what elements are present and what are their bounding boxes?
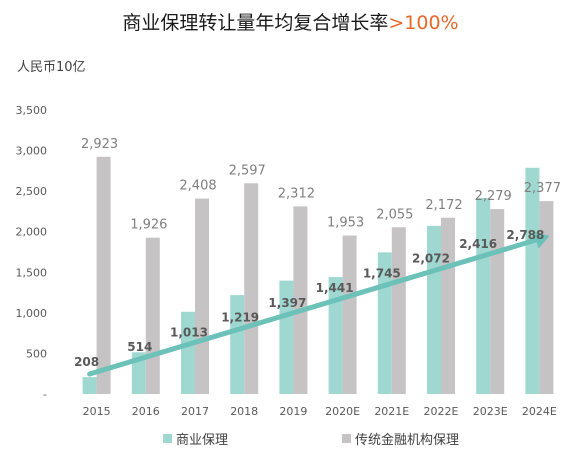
x-tick-label: 2016 bbox=[132, 405, 160, 418]
data-label-traditional: 2,377 bbox=[524, 181, 561, 196]
y-tick-label: 1,000 bbox=[16, 307, 48, 320]
bar-commercial-factoring bbox=[181, 311, 195, 394]
bar-traditional-factoring bbox=[293, 206, 308, 394]
y-tick-label: 2,000 bbox=[16, 226, 48, 239]
data-label-commercial: 1,013 bbox=[170, 325, 208, 339]
x-tick-label: 2022E bbox=[424, 405, 459, 418]
data-label-commercial: 1,745 bbox=[363, 266, 401, 280]
data-label-traditional: 2,597 bbox=[229, 163, 266, 178]
data-label-commercial: 514 bbox=[127, 340, 152, 354]
data-label-traditional: 1,953 bbox=[327, 216, 364, 231]
x-tick-label: 2017 bbox=[181, 405, 209, 418]
y-tick-label: 3,000 bbox=[16, 145, 48, 158]
data-label-commercial: 2,072 bbox=[412, 252, 450, 266]
data-label-traditional: 2,408 bbox=[179, 179, 216, 194]
data-label-traditional: 2,055 bbox=[376, 207, 413, 222]
x-tick-label: 2015 bbox=[83, 405, 111, 418]
bar-traditional-factoring bbox=[342, 235, 357, 394]
x-tick-label: 2019 bbox=[279, 405, 307, 418]
trend-arrow-line bbox=[87, 237, 539, 377]
bar-commercial-factoring bbox=[82, 377, 97, 394]
data-label-commercial: 1,397 bbox=[268, 296, 306, 310]
legend-label-commercial: 商业保理 bbox=[176, 433, 228, 448]
y-tick-label: - bbox=[43, 388, 47, 401]
bar-traditional-factoring bbox=[96, 156, 111, 394]
chart-title-main: 商业保理转让量年均复合增长率 bbox=[122, 12, 389, 34]
y-tick-label: 3,500 bbox=[16, 104, 48, 117]
bar-commercial-factoring bbox=[279, 280, 294, 394]
bar-traditional-factoring bbox=[195, 198, 209, 394]
data-label-commercial: 2,788 bbox=[506, 228, 544, 242]
data-label-traditional: 2,923 bbox=[81, 137, 118, 152]
data-label-traditional: 2,312 bbox=[278, 186, 315, 201]
bar-commercial-factoring bbox=[525, 167, 540, 394]
data-label-traditional: 1,926 bbox=[130, 218, 167, 233]
y-tick-label: 1,500 bbox=[16, 266, 48, 279]
chart-title-highlight: >100% bbox=[388, 12, 459, 34]
data-label-commercial: 2,416 bbox=[459, 237, 497, 251]
y-tick-label: 500 bbox=[26, 347, 47, 360]
data-label-traditional: 2,279 bbox=[475, 189, 512, 204]
bar-traditional-factoring bbox=[145, 237, 160, 394]
x-tick-label: 2024E bbox=[522, 405, 557, 418]
bar-traditional-factoring bbox=[441, 217, 455, 394]
data-label-commercial: 208 bbox=[74, 355, 99, 369]
bar-traditional-factoring bbox=[539, 201, 554, 394]
bar-commercial-factoring bbox=[328, 277, 343, 394]
x-tick-label: 2021E bbox=[374, 405, 409, 418]
x-tick-label: 2023E bbox=[473, 405, 508, 418]
bar-traditional-factoring bbox=[244, 183, 259, 394]
bar-commercial-factoring bbox=[476, 197, 491, 394]
legend-swatch-traditional bbox=[342, 434, 351, 443]
y-tick-label: 2,500 bbox=[16, 185, 48, 198]
trend-arrowhead bbox=[533, 231, 550, 249]
legend-swatch-commercial bbox=[163, 434, 172, 443]
bar-commercial-factoring bbox=[230, 295, 245, 394]
chart-title: 商业保理转让量年均复合增长率>100% bbox=[0, 8, 581, 35]
data-label-traditional: 2,172 bbox=[425, 198, 462, 213]
x-tick-label: 2020E bbox=[325, 405, 360, 418]
bar-traditional-factoring bbox=[391, 227, 406, 394]
y-axis-unit-label: 人民币10亿 bbox=[17, 60, 86, 75]
x-tick-label: 2018 bbox=[230, 405, 258, 418]
legend-label-traditional: 传统金融机构保理 bbox=[355, 432, 459, 448]
data-label-commercial: 1,441 bbox=[316, 281, 354, 295]
data-label-commercial: 1,219 bbox=[221, 311, 259, 325]
